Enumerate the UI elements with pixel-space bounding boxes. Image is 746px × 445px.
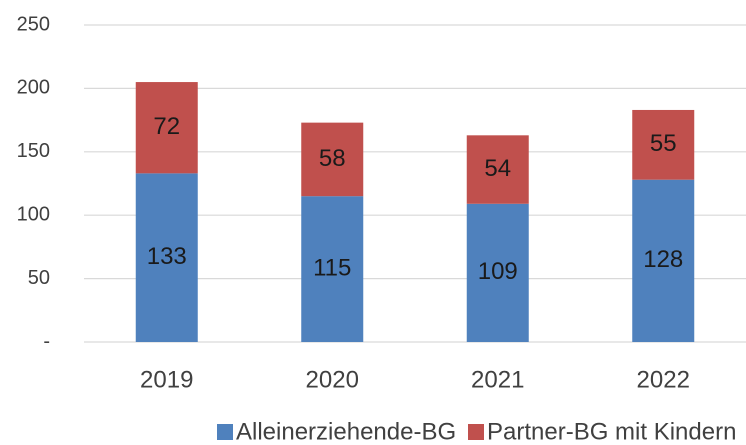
x-tick-label: 2021 <box>471 366 524 393</box>
data-label: 54 <box>484 155 511 182</box>
legend-swatch <box>468 424 484 440</box>
legend-label: Alleinerziehende-BG <box>236 418 456 445</box>
y-tick-label: 250 <box>17 13 50 35</box>
data-label: 72 <box>153 113 180 140</box>
data-label: 133 <box>147 243 187 270</box>
legend-label: Partner-BG mit Kindern <box>487 418 736 445</box>
x-tick-label: 2020 <box>306 366 359 393</box>
bar-segment <box>301 196 364 342</box>
y-tick-label: 200 <box>17 77 50 99</box>
data-label: 55 <box>650 130 677 157</box>
x-tick-label: 2019 <box>140 366 193 393</box>
legend-swatch <box>217 424 233 440</box>
bar-segment <box>466 203 529 342</box>
y-tick-label: 50 <box>28 267 50 289</box>
x-tick-label: 2022 <box>637 366 690 393</box>
y-tick-label: 100 <box>17 203 50 225</box>
bar-segment <box>466 135 529 204</box>
y-tick-label: 150 <box>17 140 50 162</box>
bar-segment <box>301 122 364 197</box>
data-label: 115 <box>313 254 351 281</box>
bar-segment <box>135 82 198 174</box>
y-tick-label: - <box>43 330 50 352</box>
bar-segment <box>135 173 198 342</box>
data-label: 128 <box>643 246 683 273</box>
bar-segment <box>632 179 695 342</box>
data-label: 109 <box>478 258 518 285</box>
bar-segment <box>632 109 695 180</box>
data-label: 58 <box>319 145 346 172</box>
